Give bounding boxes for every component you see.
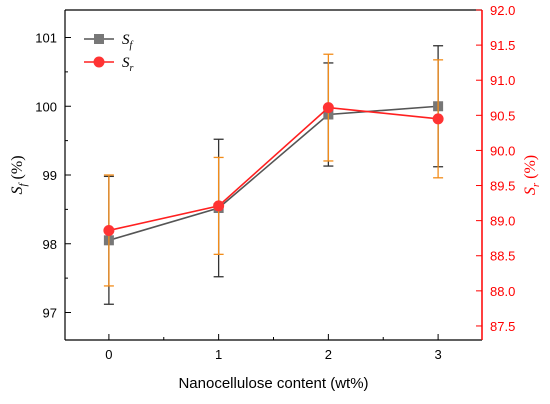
right-y-tick-label: 88.0 — [490, 284, 515, 299]
left-y-tick-label: 100 — [35, 99, 57, 114]
x-tick-label: 1 — [215, 347, 222, 362]
x-tick-label: 3 — [434, 347, 441, 362]
series-sr-point — [103, 224, 115, 236]
right-y-tick-label: 89.0 — [490, 214, 515, 229]
x-axis-title: Nanocellulose content (wt%) — [178, 375, 368, 392]
legend-sr-label: Sr — [122, 55, 134, 74]
right-y-tick-label: 90.5 — [490, 108, 515, 123]
x-tick-label: 2 — [325, 347, 332, 362]
series-sr-point — [322, 102, 334, 114]
left-y-tick-label: 101 — [35, 31, 57, 46]
right-y-tick-label: 89.5 — [490, 179, 515, 194]
right-y-axis-title: Sr (%) — [522, 155, 542, 195]
left-y-axis-title: Sf (%) — [9, 155, 29, 194]
right-y-tick-label: 92.0 — [490, 3, 515, 18]
right-y-tick-label: 88.5 — [490, 249, 515, 264]
legend-sf-label: Sf — [122, 32, 134, 51]
right-y-tick-label: 91.0 — [490, 73, 515, 88]
x-tick-label: 0 — [105, 347, 112, 362]
series-sr-point — [432, 113, 444, 125]
plot-area: 0 1 2 3 Nanocellulose content (wt%) 97 98 99 100… — [9, 3, 542, 392]
series-sr-point — [213, 200, 225, 212]
right-y-tick-label: 87.5 — [490, 319, 515, 334]
right-y-tick-label: 90.0 — [490, 143, 515, 158]
series-sr-line — [108, 106, 439, 232]
series-sf-line — [108, 105, 439, 242]
left-y-tick-label: 97 — [43, 306, 57, 321]
legend-sf-marker — [94, 34, 104, 44]
left-y-tick-label: 99 — [43, 168, 57, 183]
right-y-tick-label: 91.5 — [490, 38, 515, 53]
left-y-tick-label: 98 — [43, 237, 57, 252]
legend-sr-marker — [93, 56, 105, 68]
